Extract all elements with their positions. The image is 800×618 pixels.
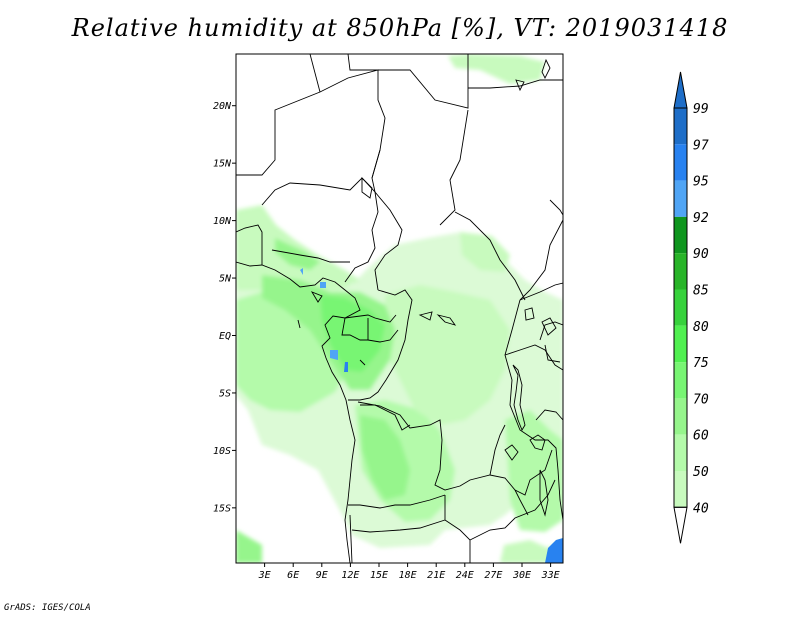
lon-label: 9E: [316, 570, 328, 581]
colorbar-outline: [673, 107, 688, 508]
colorbar-level-label: 80: [693, 320, 709, 335]
humidity-field: [236, 54, 563, 563]
colorbar-level-label: 85: [693, 284, 709, 299]
colorbar-swatch: [674, 434, 687, 471]
lat-label: 20N: [213, 101, 232, 112]
colorbar-level-label: 70: [693, 392, 709, 407]
lon-label: 24E: [456, 570, 474, 581]
lake-outlines: [297, 58, 557, 517]
lon-label: 3E: [258, 570, 271, 581]
lon-label: 18E: [399, 570, 417, 581]
colorbar-level-label: 95: [693, 175, 709, 190]
colorbar-level-label: 90: [693, 247, 709, 262]
colorbar-swatch: [674, 180, 687, 217]
colorbar-level-label: 97: [693, 138, 709, 153]
longitude-axis: 3E 6E 9E 12E 15E 18E 21E 24E 27E 30E 33E: [258, 563, 560, 581]
colorbar-swatch: [674, 289, 687, 326]
colorbar-swatch: [674, 325, 687, 363]
lon-label: 27E: [484, 570, 502, 581]
colorbar-bottom-triangle: [673, 506, 688, 544]
colorbar-swatch: [674, 398, 687, 435]
colorbar-level-label: 40: [693, 501, 709, 516]
lat-label: 15S: [213, 503, 231, 514]
grads-credit: GrADS: IGES/COLA: [4, 603, 91, 613]
colorbar-swatch: [674, 216, 687, 254]
colorbar-swatch: [674, 108, 687, 145]
map-frame: [235, 53, 564, 564]
lon-label: 21E: [427, 570, 445, 581]
lon-label: 12E: [341, 570, 359, 581]
colorbar-top-triangle: [673, 71, 688, 109]
map-title: Relative humidity at 850hPa [%], VT: 201…: [71, 14, 729, 42]
lat-label: EQ: [219, 331, 231, 342]
country-boundaries: [236, 54, 563, 563]
lon-label: 15E: [370, 570, 388, 581]
colorbar-level-label: 50: [693, 465, 709, 480]
lon-label: 30E: [512, 570, 531, 581]
colorbar-swatch: [674, 471, 687, 508]
lon-label: 6E: [287, 570, 299, 581]
lat-label: 10N: [213, 216, 232, 227]
latitude-axis: 20N 15N 10N 5N EQ 5S 10S 15S: [213, 101, 236, 514]
colorbar-swatch: [674, 144, 687, 181]
colorbar-level-label: 60: [693, 429, 709, 444]
lat-label: 15N: [213, 159, 232, 170]
colorbar-level-label: 92: [693, 211, 709, 226]
colorbar-level-label: 99: [693, 102, 709, 117]
lat-label: 10S: [213, 446, 231, 457]
lon-label: 33E: [541, 570, 560, 581]
lat-label: 5S: [219, 388, 231, 399]
colorbar-legend: 99 97 95 92 90 85 80 75 70 60 50 40: [673, 71, 709, 544]
colorbar-level-label: 75: [693, 356, 709, 371]
colorbar-swatch: [674, 253, 687, 290]
colorbar-swatch: [674, 362, 687, 399]
lat-label: 5N: [219, 274, 232, 285]
